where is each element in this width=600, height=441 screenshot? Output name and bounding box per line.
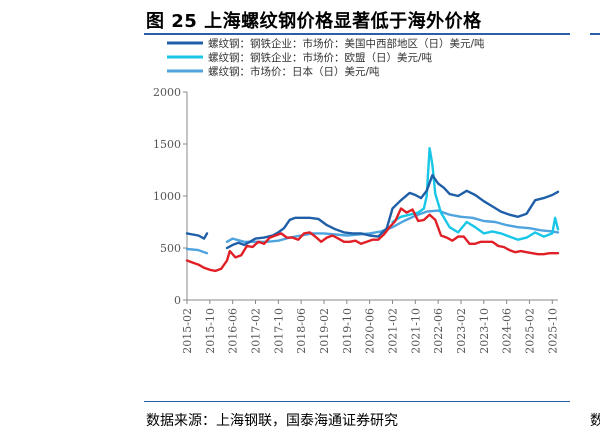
line-chart: 0 500 1000 1500 2000 2015-02 2015-10 2016-06 201… [153,37,560,354]
x-tick-label: 2022-06 [432,308,445,354]
x-tick-label: 2024-06 [501,308,514,354]
title-rule [144,33,570,35]
x-tick-label: 2023-10 [478,308,491,354]
legend-label-2: 螺纹钢：钢铁企业：市场价：欧盟（日）美元/吨 [208,51,433,64]
y-tick-label: 500 [160,242,181,255]
adjacent-figure-fragment: 数 [590,413,600,429]
adjacent-figure-rule [590,33,600,35]
series-line-2 [391,147,560,241]
source-note: 数据来源：上海钢联，国泰海通证券研究 [146,413,398,429]
x-tick-label: 2021-02 [386,308,399,354]
y-tick-label: 2000 [153,86,181,99]
x-tick-label: 2018-06 [295,308,308,354]
x-tick-label: 2017-02 [249,308,262,354]
x-tick-label: 2019-02 [318,308,331,354]
x-tick-label: 2016-06 [227,308,240,354]
series-line-1 [185,174,560,250]
x-tick-label: 2023-02 [455,308,468,354]
series-line-4 [185,207,560,273]
x-tick-label: 2015-10 [204,308,217,354]
series-line-3 [185,209,560,255]
x-tick-label: 2025-10 [546,308,559,354]
legend-label-3: 螺纹钢：市场价：日本（日）美元/吨 [208,65,380,78]
source-rule [144,401,570,402]
x-tick-label: 2021-10 [409,308,422,354]
y-tick-label: 1000 [153,190,181,203]
y-tick-label: 1500 [153,138,181,151]
x-tick-label: 2020-06 [364,308,377,354]
x-tick-label: 2017-10 [272,308,285,354]
x-tick-label: 2019-10 [341,308,354,354]
figure-title: 图 25 上海螺纹钢价格显著低于海外价格 [146,11,482,32]
legend-label-1: 螺纹钢：钢铁企业：市场价：美国中西部地区（日）美元/吨 [208,37,485,50]
x-tick-label: 2015-02 [181,308,194,354]
x-tick-label: 2025-02 [523,308,536,354]
y-tick-label: 0 [174,294,181,307]
